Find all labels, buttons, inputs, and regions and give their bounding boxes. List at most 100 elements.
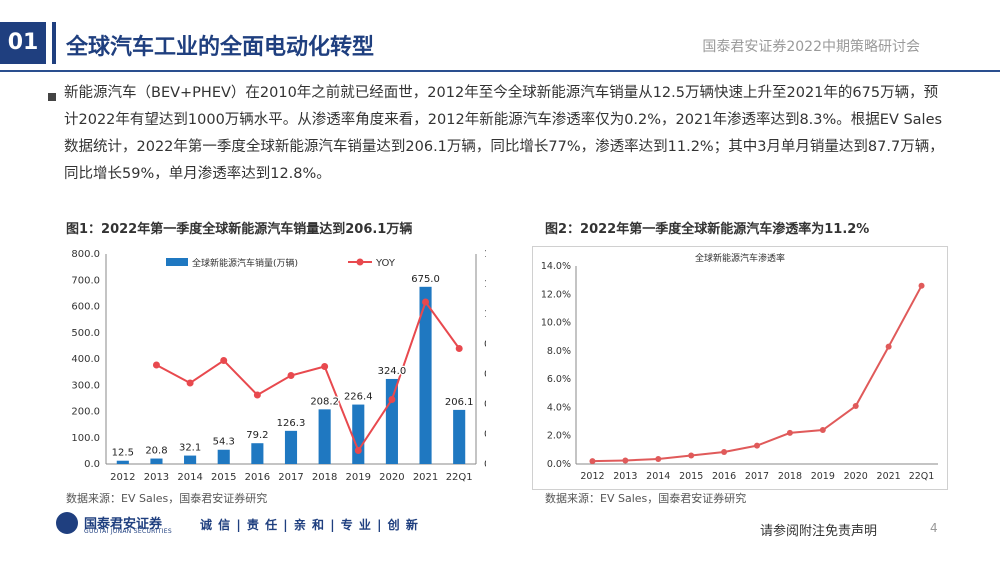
chart1-bar: [318, 409, 331, 464]
figure1-chart: 0.0 100.0 200.0 300.0 400.0 500.0 600.0 700.0 80…: [71, 249, 486, 483]
chart2-xtick-label: 2020: [844, 471, 868, 482]
figure2-caption: 图2：2022年第一季度全球新能源汽车渗透率为11.2%: [545, 222, 870, 237]
chart1-xtick-label: 2015: [211, 472, 236, 483]
legend-bar-swatch: [166, 258, 188, 266]
chart1-bar: [184, 455, 197, 464]
chart2-rate-point: [655, 456, 662, 463]
chart1-right-ytick-label: 0.4: [484, 399, 486, 410]
chart2-xtick-label: 2018: [778, 471, 802, 482]
chart1-bar: [419, 286, 432, 464]
chart1-bar-label: 79.2: [246, 430, 268, 441]
chart1-right-ytick-label: 1.2: [484, 279, 486, 290]
chart1-bar: [352, 404, 365, 464]
chart1-ytick-label: 400.0: [71, 354, 100, 365]
chart1-yoy-point: [220, 357, 228, 364]
chart1-bar-label: 324.0: [378, 366, 407, 377]
chart1-bar: [116, 460, 129, 464]
chart2-ytick-label: 14.0%: [541, 261, 571, 272]
company-name: 国泰君安证券: [84, 517, 163, 532]
chart1-yoy-line: [155, 299, 460, 453]
chart1-right-ytick-label: 0.6: [484, 369, 486, 380]
chart2-ytick-label: 6.0%: [547, 374, 571, 385]
chart2-title: 全球新能源汽车渗透率: [695, 252, 785, 264]
chart2-rate-point: [852, 403, 859, 410]
chart1-ytick-label: 700.0: [71, 275, 100, 286]
chart1-xtick-label: 2021: [413, 472, 438, 483]
chart2-rate-point: [885, 343, 892, 350]
chart1-yoy-point: [422, 298, 430, 306]
header-divider: [0, 70, 1000, 72]
chart1-bar-label: 54.3: [213, 437, 235, 448]
chart1-right-ytick-label: 1.4: [484, 249, 486, 260]
chart1-ytick-label: 200.0: [71, 407, 100, 418]
chart1-bar: [217, 449, 230, 464]
chart2-ytick-label: 8.0%: [547, 346, 571, 357]
chart1-bar-label: 206.1: [445, 397, 474, 408]
body-paragraph: 新能源汽车（BEV+PHEV）在2010年之前就已经面世，2012年至今全球新能…: [64, 85, 944, 182]
chart1-yoy-point: [287, 372, 295, 379]
figure2-chart: 全球新能源汽车渗透率 0.0% 2.0% 4.0% 6.0% 8.0% 10.0% 12.0…: [532, 246, 948, 490]
legend-bar-label: 全球新能源汽车销量(万辆): [192, 257, 298, 269]
chart1-xtick-label: 2012: [110, 472, 135, 483]
title-accent-bar: [52, 22, 56, 64]
figure1-source: 数据来源：EV Sales，国泰君安证券研究: [66, 492, 268, 505]
chart1-bar-label: 208.2: [310, 396, 339, 407]
chart1-bar: [453, 409, 466, 464]
chart2-rate-point: [786, 429, 793, 436]
chart1-ytick-label: 800.0: [71, 249, 100, 260]
chart1-ytick-label: 600.0: [71, 302, 100, 313]
chart1-ytick-label: 300.0: [71, 380, 100, 391]
chart1-xtick-label: 2018: [312, 472, 337, 483]
chart1-yoy-point: [253, 391, 261, 399]
chart1-yoy-point: [152, 361, 160, 369]
chart2-xtick-label: 2021: [877, 471, 901, 482]
chart2-ytick-label: 12.0%: [541, 289, 571, 300]
chart1-xtick-label: 2017: [278, 472, 303, 483]
chart1-xtick-label: 2016: [245, 472, 270, 483]
chart1-bar: [284, 430, 298, 464]
legend-line-marker: [356, 258, 364, 266]
figure2-source: 数据来源：EV Sales，国泰君安证券研究: [545, 492, 747, 505]
chart2-xtick-label: 2017: [745, 471, 769, 482]
chart1-xtick-label: 2020: [379, 472, 404, 483]
chart2-rate-point: [918, 282, 925, 289]
chart1-bar: [150, 458, 163, 464]
bullet-square-icon: [48, 93, 56, 101]
chart2-rate-point: [819, 427, 826, 434]
chart1-yoy-point: [186, 379, 194, 387]
company-name-english: GUOTAI JUNAN SECURITIES: [84, 528, 172, 535]
chart1-right-ytick-label: 0.2: [484, 429, 486, 440]
chart2-rate-point: [622, 457, 629, 464]
chart1-ytick-label: 0.0: [84, 459, 100, 470]
chart1-bar-label: 675.0: [411, 274, 440, 285]
chart1-yoy-point: [321, 363, 329, 370]
chart1-right-ytick-label: 1: [484, 309, 486, 320]
page-number: 4: [930, 521, 938, 535]
chart1-legend: 全球新能源汽车销量(万辆) YOY: [166, 257, 396, 269]
chart1-xtick-label: 22Q1: [446, 472, 473, 483]
chart2-ytick-label: 2.0%: [547, 431, 571, 442]
chart1-right-ytick-label: 0.8: [484, 339, 486, 350]
chart2-ytick-label: 4.0%: [547, 402, 571, 413]
section-number: 01: [0, 22, 46, 64]
chart1-right-ytick-label: 0: [484, 459, 486, 470]
figure1-caption: 图1：2022年第一季度全球新能源汽车销量达到206.1万辆: [66, 222, 413, 237]
chart1-bar: [385, 378, 398, 464]
chart1-bar-label: 226.4: [344, 392, 373, 403]
chart1-yoy-point: [388, 396, 396, 403]
event-title: 国泰君安证券2022中期策略研讨会: [702, 39, 920, 55]
chart1-yoy-point: [354, 447, 362, 454]
disclaimer-link[interactable]: 请参阅附注免责声明: [760, 524, 878, 539]
chart2-xtick-label: 2019: [811, 471, 835, 482]
chart2-rate-point: [589, 458, 596, 465]
page-title: 全球汽车工业的全面电动化转型: [66, 35, 375, 60]
chart1-bar-label: 12.5: [112, 448, 134, 459]
chart2-xtick-label: 2014: [646, 471, 670, 482]
chart2-ytick-label: 0.0%: [547, 459, 571, 470]
chart2-rate-point: [721, 448, 728, 455]
chart1-bar-label: 32.1: [179, 443, 201, 454]
chart1-ytick-label: 100.0: [71, 433, 100, 444]
company-slogan: 诚 信 | 责 任 | 亲 和 | 专 业 | 创 新: [200, 518, 419, 532]
chart2-frame: [532, 246, 948, 490]
chart1-xtick-label: 2013: [144, 472, 169, 483]
